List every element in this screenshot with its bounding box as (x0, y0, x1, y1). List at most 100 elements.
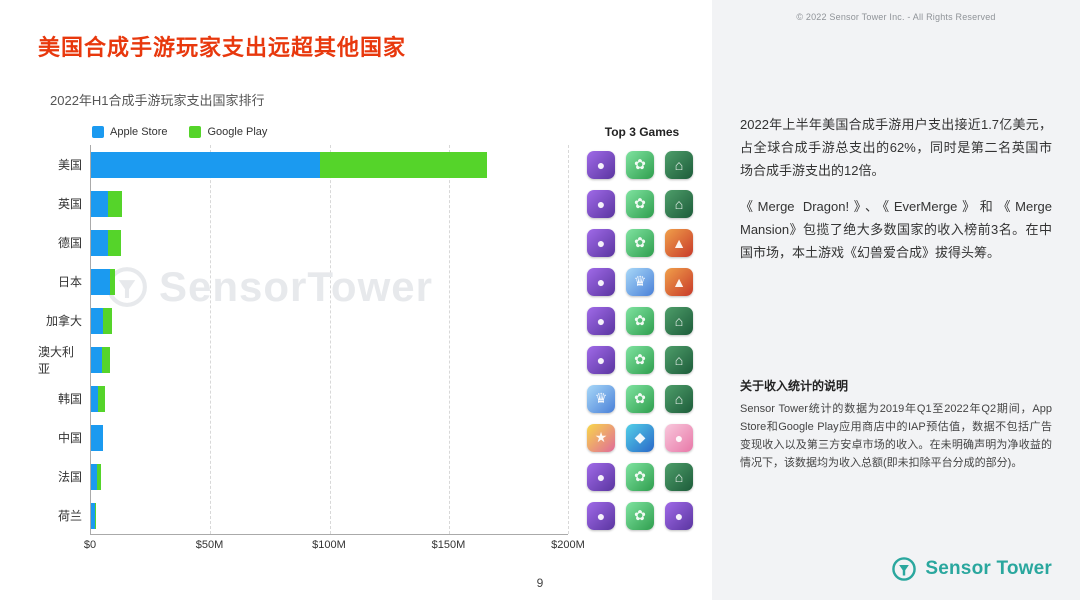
top3-games-row: ● ✿ ● (576, 496, 704, 535)
sensortower-logo: Sensor Tower (891, 556, 1052, 582)
x-tick-label: $150M (431, 539, 466, 551)
merge-mansion-game-icon: ⌂ (665, 345, 693, 374)
bar-row (91, 457, 568, 496)
bar-row (91, 379, 568, 418)
top3-games-row: ● ✿ ⌂ (576, 184, 704, 223)
princess-game-icon: ♛ (626, 267, 654, 296)
bar-segment-google (94, 502, 97, 529)
google-play-swatch (189, 126, 202, 138)
merge-dragons-game-icon: ● (587, 228, 615, 257)
country-label: 澳大利亚 (38, 344, 75, 376)
x-tick-label: $0 (83, 539, 97, 551)
bar-row (91, 184, 568, 223)
legend-apple-label: Apple Store (110, 126, 168, 138)
princess-game-icon: ♛ (587, 384, 615, 413)
notes-section: 关于收入统计的说明 Sensor Tower统计的数据为2019年Q1至2022… (740, 377, 1052, 473)
x-axis: $0 $50M $100M $150M $200M (84, 539, 585, 555)
evermerge-game-icon: ✿ (626, 501, 654, 530)
merge-mansion-game-icon: ⌂ (665, 150, 693, 179)
merge-mansion-game-icon: ⌂ (665, 189, 693, 218)
gridline (329, 145, 331, 534)
top3-games-row: ♛ ✿ ⌂ (576, 379, 704, 418)
gridline (210, 145, 212, 534)
bar-segment-google (110, 268, 115, 295)
merge-dragons-game-icon: ● (587, 306, 615, 335)
country-label: 法国 (57, 470, 82, 484)
country-label: 韩国 (57, 392, 82, 406)
chart-legend: Apple Store Google Play (50, 126, 574, 138)
country-label: 英国 (57, 197, 82, 211)
bar-row (91, 418, 568, 457)
bar-row (91, 496, 568, 535)
top3-games-row: ★ ◆ ● (576, 418, 704, 457)
page-title: 美国合成手游玩家支出远超其他国家 (38, 35, 407, 60)
bar-row (91, 145, 568, 184)
y-axis-labels: 美国 英国 德国 日本 加拿大 澳大利亚 韩国 中国 法国 荷兰 (38, 145, 90, 555)
bar-segment-apple (91, 424, 103, 451)
bar-segment-apple (91, 307, 103, 334)
top3-games-row: ● ✿ ⌂ (576, 457, 704, 496)
bar-segment-apple (91, 268, 111, 295)
bar-segment-google (107, 229, 121, 256)
top3-games-row: ● ✿ ⌂ (576, 340, 704, 379)
apple-store-swatch (92, 126, 104, 138)
merge-dragons-game-icon: ● (587, 345, 615, 374)
bar-segment-apple (91, 385, 99, 412)
merge-dragons-game-icon: ● (587, 150, 615, 179)
bar-row (91, 262, 568, 301)
evermerge-game-icon: ✿ (626, 306, 654, 335)
legend-google-label: Google Play (207, 126, 268, 138)
sensortower-logo-icon (892, 557, 917, 581)
merge-dragons-game-icon: ● (665, 501, 693, 530)
bar-chart: 美国 英国 德国 日本 加拿大 澳大利亚 韩国 中国 法国 荷兰 SensorTower $0 $5… (38, 145, 712, 555)
bar-segment-google (102, 307, 113, 334)
bar-segment-apple (91, 151, 320, 178)
bar-rows (91, 145, 568, 535)
copyright-text: © 2022 Sensor Tower Inc. - All Rights Re… (796, 12, 996, 22)
bar-segment-google (319, 151, 487, 178)
bar-row (91, 223, 568, 262)
top3-games-row: ● ✿ ⌂ (576, 145, 704, 184)
bar-segment-apple (91, 190, 108, 217)
body-paragraph-2: 《Merge Dragon!》、《EverMerge》和《Merge Mansi… (740, 199, 1052, 260)
merge-dragons-game-icon: ● (587, 267, 615, 296)
bar-segment-apple (91, 346, 102, 373)
top3-games-column: ● ✿ ⌂ ● ✿ ⌂ ● ✿ ▲ ● ♛ ▲ ● ✿ ⌂ ● ✿ ⌂ ♛ ✿ ⌂ ★ ◆ ● ● ✿ ⌂ ● ✿ ● (568, 145, 704, 555)
fish-game-icon: ◆ (626, 423, 654, 452)
bar-segment-google (101, 346, 111, 373)
top3-games-row: ● ✿ ⌂ (576, 301, 704, 340)
merge-dragons-game-icon: ● (587, 189, 615, 218)
x-tick-label: $200M (551, 539, 585, 551)
merge-mansion-game-icon: ⌂ (665, 306, 693, 335)
country-label: 美国 (57, 158, 82, 172)
plot-area: SensorTower (90, 145, 569, 535)
bar-segment-google (96, 463, 101, 490)
top3-games-header: Top 3 Games (604, 125, 680, 139)
notes-body: Sensor Tower统计的数据为2019年Q1至2022年Q2期间，App … (740, 402, 1052, 469)
country-label: 加拿大 (45, 314, 82, 328)
puzzle-game-icon: ★ (587, 423, 615, 452)
evermerge-game-icon: ✿ (626, 462, 654, 491)
evermerge-game-icon: ✿ (626, 189, 654, 218)
gridline (568, 145, 569, 534)
plot-wrap: SensorTower $0 $50M $100M $150M $200M (84, 145, 585, 555)
x-tick-label: $100M (312, 539, 346, 551)
merge-mansion-game-icon: ⌂ (665, 462, 693, 491)
legend-item-google: Google Play (189, 126, 267, 138)
legend-item-apple: Apple Store (92, 126, 167, 138)
top3-games-row: ● ♛ ▲ (576, 262, 704, 301)
gridline (448, 145, 450, 534)
merge-mansion-game-icon: ⌂ (665, 384, 693, 413)
country-label: 荷兰 (57, 509, 82, 523)
country-label: 日本 (57, 275, 82, 289)
banner-red-game-icon: ▲ (665, 267, 693, 296)
pig-game-icon: ● (665, 423, 693, 452)
bar-segment-google (107, 190, 122, 217)
side-panel: © 2022 Sensor Tower Inc. - All Rights Re… (712, 0, 1080, 600)
bar-segment-apple (91, 463, 97, 490)
page-number: 9 (536, 576, 544, 590)
x-tick-label: $50M (195, 539, 224, 551)
evermerge-game-icon: ✿ (626, 150, 654, 179)
country-label: 中国 (57, 431, 82, 445)
